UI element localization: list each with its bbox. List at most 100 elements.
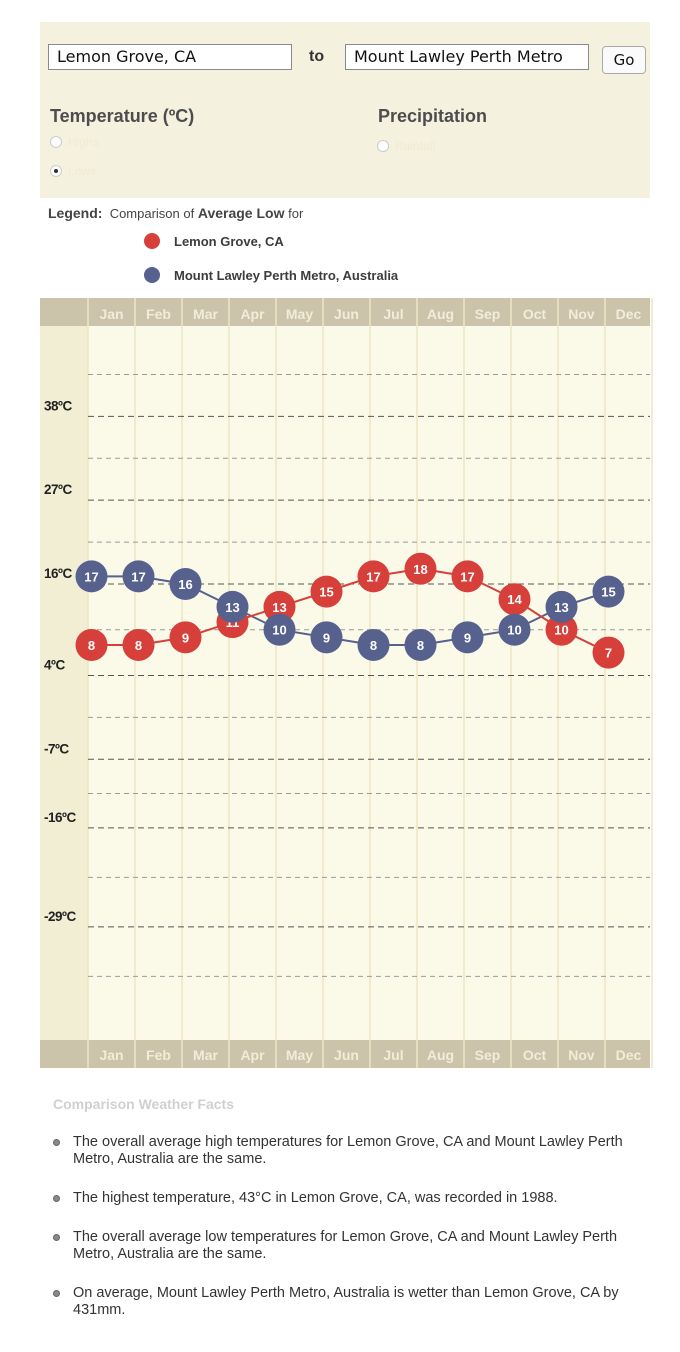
legend-item-lemon-grove: Lemon Grove, CA: [144, 233, 284, 249]
data-point: [592, 636, 625, 669]
to-label: to: [309, 48, 325, 65]
month-label-bottom: Oct: [523, 1047, 547, 1063]
month-label-top: Dec: [616, 306, 642, 322]
legend-dot-blue: [144, 267, 160, 283]
radio-button[interactable]: [50, 136, 62, 148]
fact-item: The overall average high temperatures fo…: [48, 1134, 648, 1168]
to-city-input[interactable]: Mount Lawley Perth Metro: [345, 44, 589, 70]
month-label-bottom: Jun: [334, 1047, 359, 1063]
data-label: 8: [135, 638, 142, 653]
from-city-input[interactable]: Lemon Grove, CA: [48, 44, 292, 70]
month-label-bottom: Feb: [146, 1047, 171, 1063]
temperature-title: Temperature (ºC): [50, 106, 195, 126]
radio-label-rainfall: Rainfall: [395, 139, 436, 153]
data-label: 13: [225, 600, 239, 615]
y-tick-label: -16ºC: [44, 810, 76, 825]
plot-background: [40, 298, 650, 1068]
legend-label: Legend:: [48, 205, 103, 221]
radio-lows[interactable]: Lows: [50, 164, 96, 178]
data-label: 10: [272, 623, 286, 638]
temperature-chart: Jan Jan Feb Feb Mar Mar Apr Apr May May Jun Jun Jul J…: [40, 298, 653, 1068]
month-label-top: Jun: [334, 306, 359, 322]
data-label: 17: [84, 569, 98, 584]
data-label: 18: [413, 562, 427, 577]
data-label: 13: [272, 600, 286, 615]
legend-caption-prefix: Comparison of: [109, 206, 195, 221]
data-point: [310, 621, 343, 654]
data-point: [545, 590, 578, 623]
data-label: 10: [507, 623, 521, 638]
radio-rainfall[interactable]: Rainfall: [377, 139, 435, 153]
month-label-bottom: Apr: [240, 1047, 265, 1063]
legend-series-name: Lemon Grove, CA: [174, 233, 284, 249]
radio-highs[interactable]: Highs: [50, 135, 99, 149]
data-point: [75, 628, 108, 661]
data-label: 9: [182, 630, 189, 645]
month-label-top: Jul: [383, 306, 403, 322]
data-label: 9: [323, 630, 330, 645]
facts-list: The overall average high temperatures fo…: [48, 1134, 648, 1341]
legend-caption-bold: Average Low: [197, 205, 285, 221]
month-label-bottom: Jul: [383, 1047, 403, 1063]
month-label-top: Jan: [99, 306, 123, 322]
data-point: [122, 628, 155, 661]
data-point: [357, 628, 390, 661]
month-label-bottom: Aug: [427, 1047, 454, 1063]
data-label: 16: [178, 577, 192, 592]
month-label-top: Aug: [427, 306, 454, 322]
data-label: 8: [88, 638, 95, 653]
legend-caption-suffix: for: [288, 206, 304, 221]
radio-button-selected[interactable]: [50, 165, 62, 177]
month-label-bottom: May: [286, 1047, 313, 1063]
data-point: [498, 583, 531, 616]
data-label: 13: [554, 600, 568, 615]
precipitation-title: Precipitation: [378, 106, 488, 126]
data-point: [451, 560, 484, 593]
month-label-top: Feb: [146, 306, 171, 322]
y-tick-label: 27ºC: [44, 482, 72, 497]
data-label: 17: [366, 569, 380, 584]
data-point: [404, 628, 437, 661]
y-tick-label: 38ºC: [44, 398, 72, 413]
data-point: [545, 613, 578, 646]
data-point: [75, 560, 108, 593]
fact-item: On average, Mount Lawley Perth Metro, Au…: [48, 1285, 648, 1319]
y-tick-label: 16ºC: [44, 566, 72, 581]
month-band-top: [40, 298, 650, 326]
legend-dot-red: [144, 233, 160, 249]
y-tick-label: -7ºC: [44, 741, 69, 756]
data-point: [169, 568, 202, 600]
data-label: 8: [417, 638, 424, 653]
go-button[interactable]: Go: [602, 46, 646, 74]
data-point: [263, 613, 296, 646]
data-point: [592, 575, 625, 608]
data-label: 15: [601, 585, 615, 600]
y-tick-label: 4ºC: [44, 657, 65, 672]
data-point: [122, 560, 155, 593]
month-label-top: Apr: [240, 306, 265, 322]
month-label-top: Mar: [193, 306, 218, 322]
data-label: 8: [370, 638, 377, 653]
radio-label-lows: Lows: [68, 164, 97, 178]
data-point: [263, 590, 296, 623]
options-panel: Lemon Grove, CA to Mount Lawley Perth Me…: [40, 22, 650, 198]
data-point: [498, 613, 531, 646]
radio-label-highs: Highs: [68, 135, 99, 149]
fact-item: The highest temperature, 43°C in Lemon G…: [48, 1190, 648, 1207]
month-label-top: Sep: [475, 306, 501, 322]
fact-item: The overall average low temperatures for…: [48, 1229, 648, 1263]
data-point: [357, 560, 390, 593]
month-label-bottom: Nov: [568, 1047, 595, 1063]
month-label-bottom: Jan: [99, 1047, 123, 1063]
legend-item-mount-lawley: Mount Lawley Perth Metro, Australia: [144, 267, 398, 283]
legend-series-name: Mount Lawley Perth Metro, Australia: [174, 267, 399, 283]
data-point: [216, 590, 249, 623]
data-label: 17: [131, 569, 145, 584]
radio-button[interactable]: [377, 140, 389, 152]
data-label: 10: [554, 623, 568, 638]
data-label: 17: [460, 569, 474, 584]
month-label-top: May: [286, 306, 313, 322]
data-point: [451, 621, 484, 654]
month-label-bottom: Sep: [475, 1047, 501, 1063]
data-label: 14: [507, 592, 522, 607]
